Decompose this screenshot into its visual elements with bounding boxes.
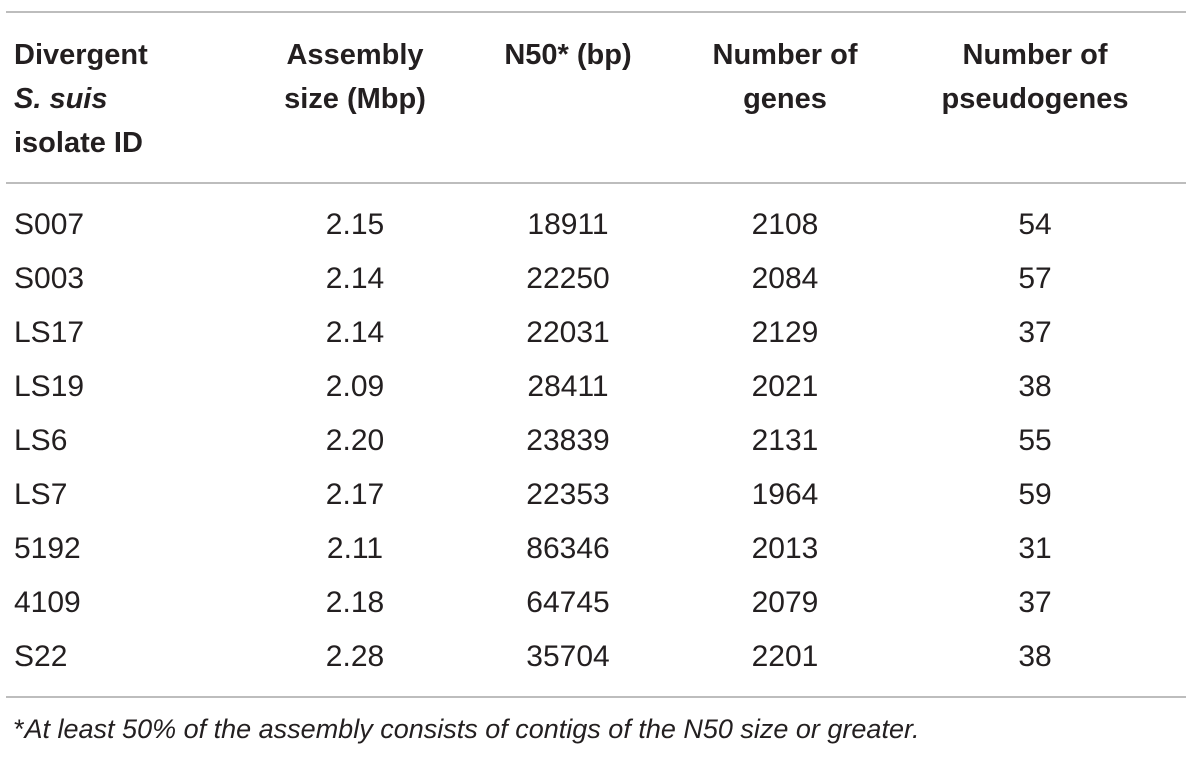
cell: 64745: [526, 586, 610, 619]
header-cell: isolate ID: [14, 127, 143, 159]
cell: S007: [14, 208, 85, 241]
cell: 37: [1018, 316, 1052, 349]
cell: LS19: [14, 370, 85, 403]
cell: S003: [14, 262, 85, 295]
cell: 54: [1018, 208, 1052, 241]
cell: 5192: [14, 532, 81, 565]
cell: 2013: [751, 532, 819, 565]
cell: 28411: [527, 370, 609, 403]
cell: 2108: [751, 208, 819, 241]
header-cell: Divergent: [14, 39, 148, 71]
cell: 2131: [751, 424, 819, 457]
header-cell: S. suis: [14, 83, 108, 115]
cell: 2.09: [325, 370, 385, 403]
footnote: *At least 50% of the assembly consists o…: [14, 712, 919, 746]
cell: 22250: [526, 262, 610, 295]
header-cell: N50* (bp): [504, 39, 632, 71]
cell: 2.15: [325, 208, 385, 241]
cell: 38: [1018, 370, 1052, 403]
cell: 22031: [526, 316, 610, 349]
cell: LS7: [14, 478, 68, 511]
cell: 38: [1018, 640, 1052, 673]
cell: 4109: [14, 586, 81, 619]
cell: 37: [1018, 586, 1052, 619]
cell: LS6: [14, 424, 68, 457]
footnote-text: At least 50% of the assembly consists of…: [24, 714, 920, 744]
header-cell: pseudogenes: [941, 83, 1129, 115]
cell: 2.11: [326, 532, 384, 565]
header-cell: genes: [743, 83, 827, 115]
cell: 1964: [751, 478, 819, 511]
bottom-rule: [6, 696, 1186, 698]
cell: 31: [1018, 532, 1052, 565]
header-cell: Assembly: [286, 39, 424, 71]
cell: 2201: [751, 640, 819, 673]
top-rule: [6, 11, 1186, 13]
cell: 86346: [526, 532, 610, 565]
cell: 18911: [527, 208, 609, 241]
cell: 22353: [526, 478, 610, 511]
cell: 2.28: [325, 640, 385, 673]
cell: 2084: [751, 262, 819, 295]
header-cell: Number of: [712, 39, 858, 71]
footnote-marker: *: [14, 714, 25, 744]
cell: LS17: [14, 316, 85, 349]
cell: 2021: [751, 370, 819, 403]
cell: S22: [14, 640, 68, 673]
header-cell: size (Mbp): [284, 83, 426, 115]
cell: 2.20: [325, 424, 385, 457]
cell: 2.17: [325, 478, 385, 511]
cell: 35704: [526, 640, 610, 673]
cell: 2079: [751, 586, 819, 619]
cell: 57: [1018, 262, 1052, 295]
cell: 55: [1018, 424, 1052, 457]
cell: 23839: [526, 424, 610, 457]
cell: 2.14: [325, 262, 385, 295]
cell: 2129: [751, 316, 819, 349]
header-rule: [6, 182, 1186, 184]
cell: 2.14: [325, 316, 385, 349]
cell: 2.18: [325, 586, 385, 619]
cell: 59: [1018, 478, 1052, 511]
header-cell: Number of: [962, 39, 1108, 71]
